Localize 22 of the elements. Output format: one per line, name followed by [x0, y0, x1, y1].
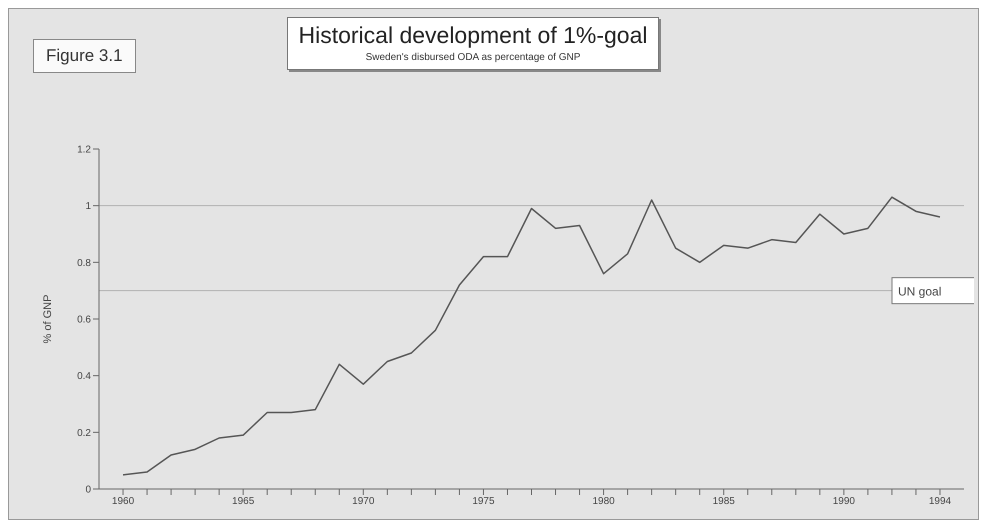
x-tick-label: 1980 — [592, 496, 616, 508]
x-tick-label: 1965 — [232, 496, 255, 508]
x-tick-label: 1990 — [832, 496, 856, 508]
y-tick-label: 0.4 — [77, 371, 92, 382]
caption: Figure 3.1 — [33, 39, 136, 73]
x-tick-label: 1960 — [112, 496, 135, 508]
x-tick-label: 1994 — [928, 496, 952, 508]
x-tick-label: 1985 — [712, 496, 736, 508]
line-series — [122, 196, 941, 476]
y-tick-label: 0 — [85, 484, 92, 496]
x-tick-label: 1975 — [472, 496, 496, 508]
y-tick-label: 1 — [85, 201, 92, 212]
y-tick-label: 0.2 — [77, 428, 92, 439]
chart-title: Historical development of 1%-goal — [297, 22, 648, 49]
x-tick-label: 1970 — [352, 496, 375, 508]
label-frame: UN goal — [892, 277, 974, 304]
y-tick-label: 0.8 — [77, 258, 92, 269]
chart-subtitle: Sweden's disbursed ODA as percentage of GNP — [364, 52, 582, 63]
ref-line-label: UN goal — [898, 284, 942, 299]
y-tick-label: 1.2 — [77, 144, 92, 156]
y-axis-title: % of GNP — [42, 294, 54, 344]
y-tick-label: 0.6 — [77, 314, 92, 326]
